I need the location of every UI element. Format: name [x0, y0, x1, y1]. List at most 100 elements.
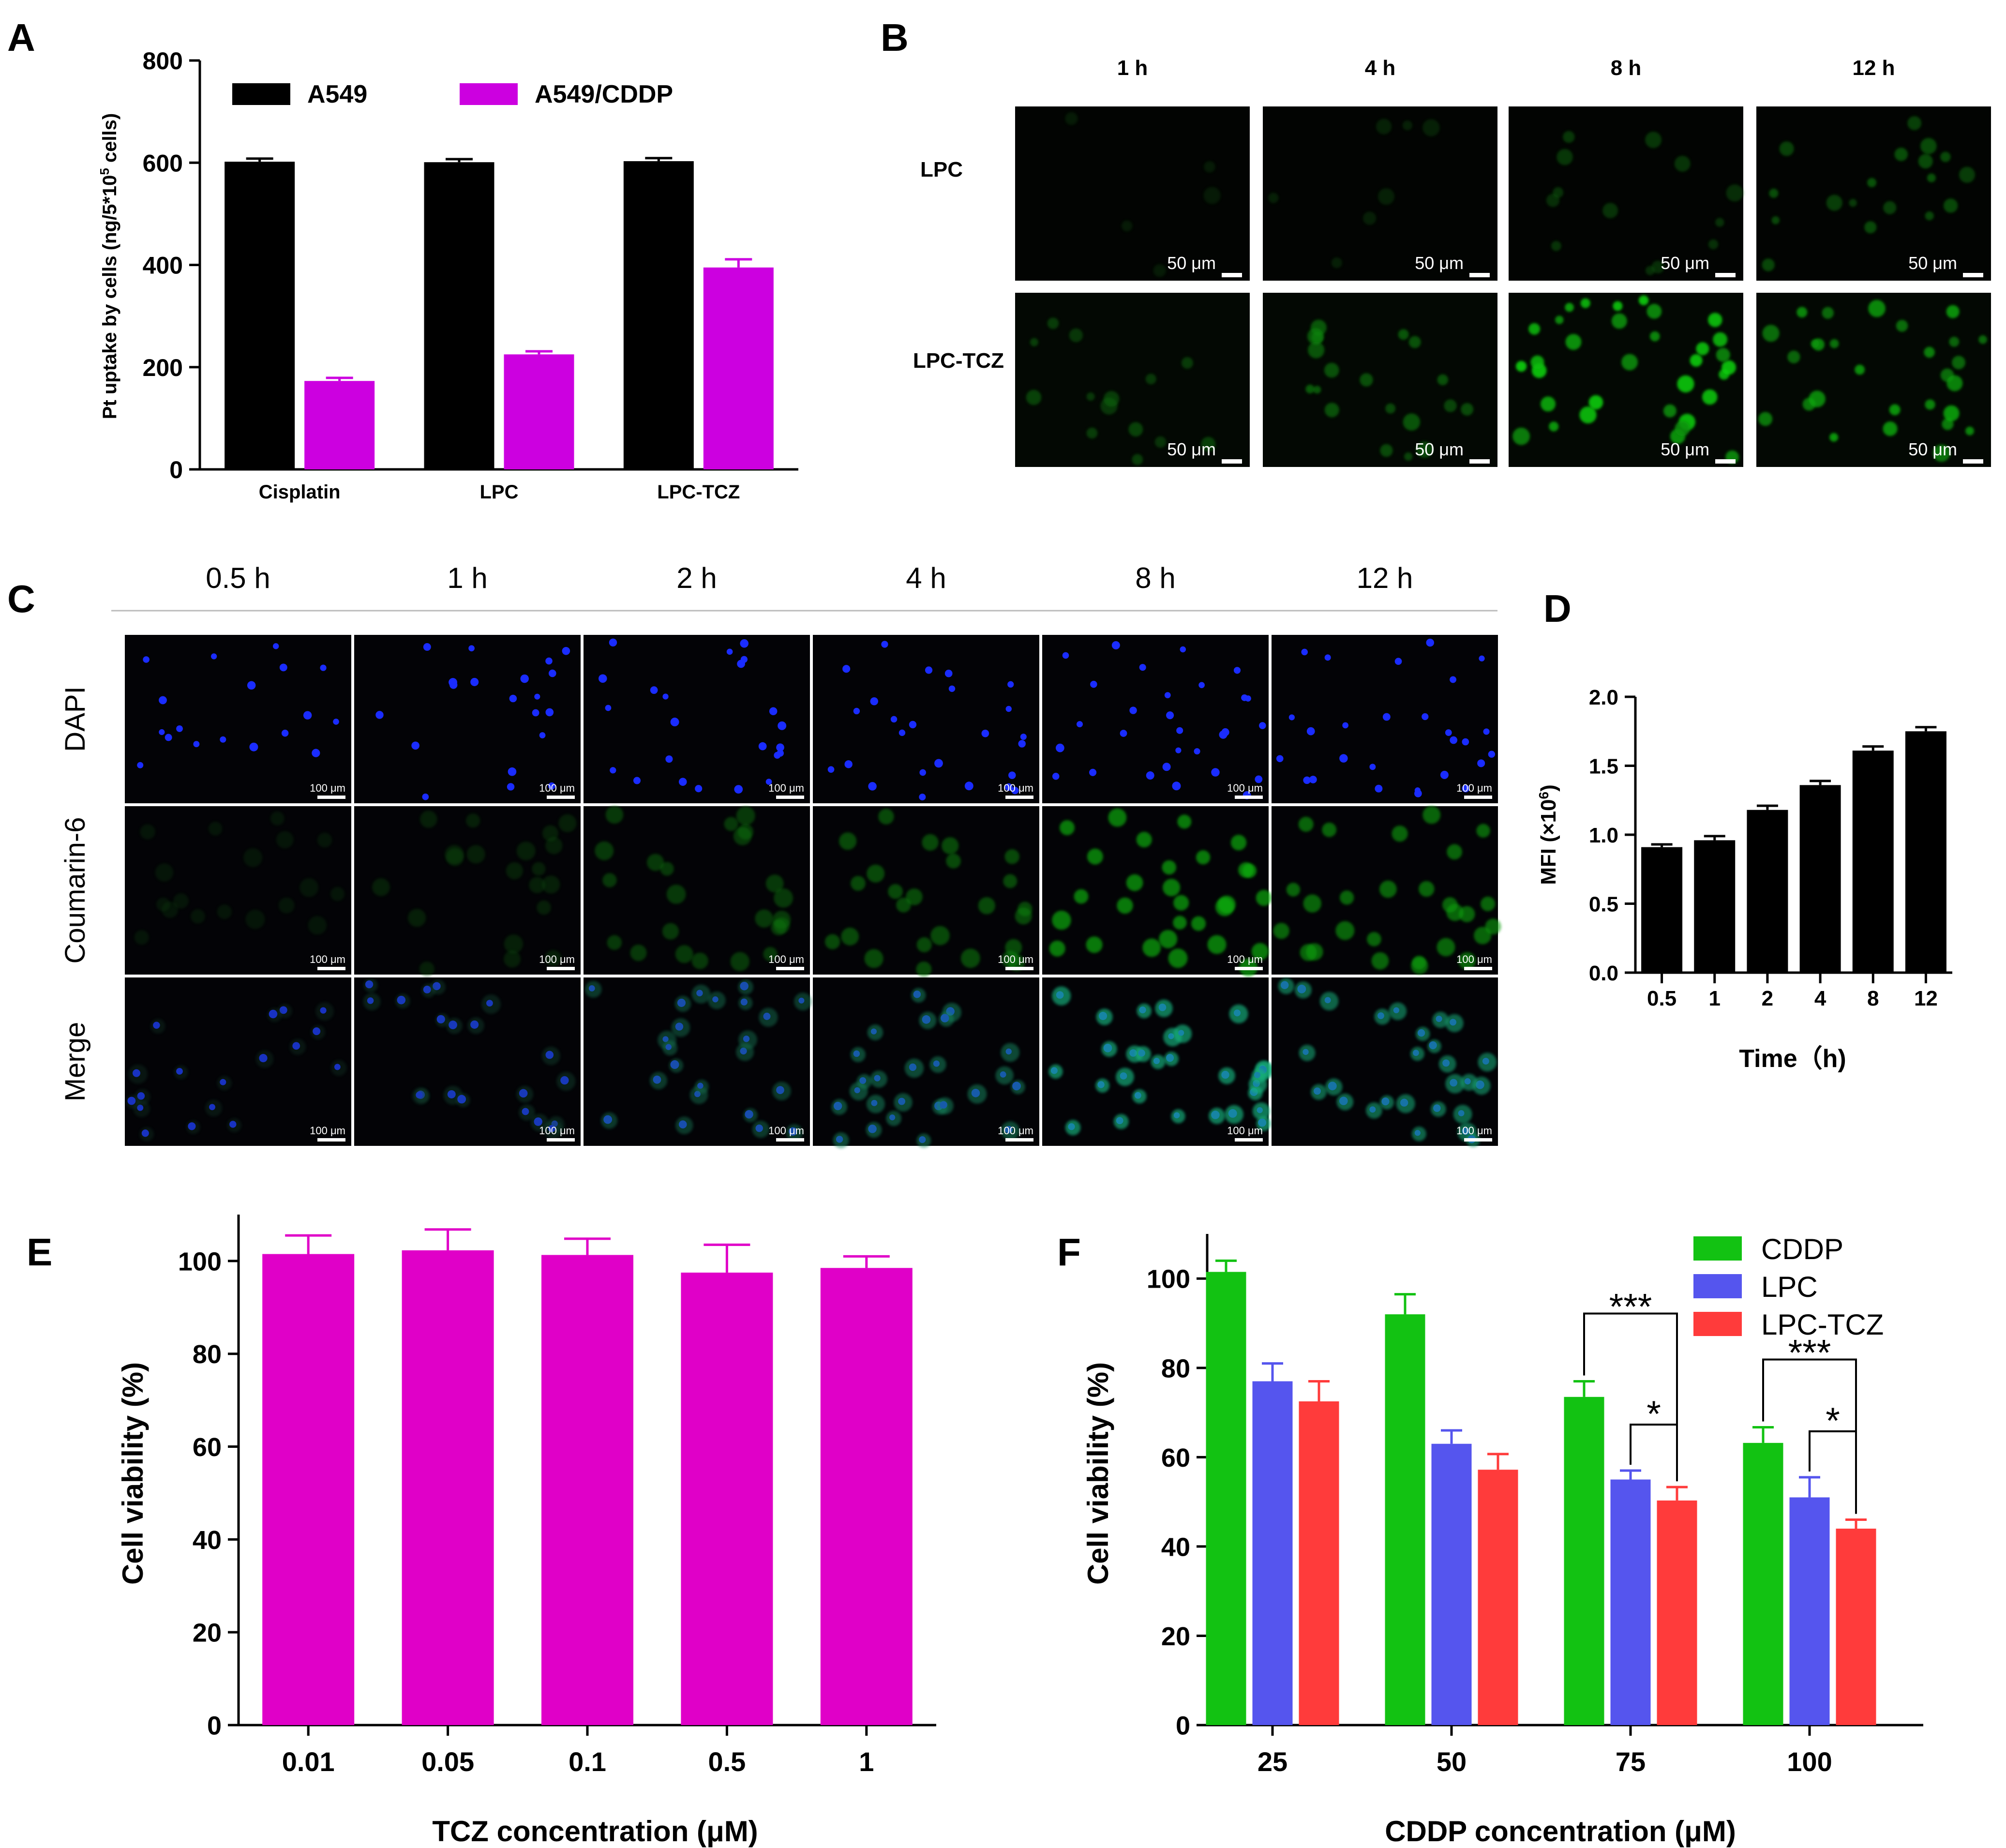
micrograph-c-nucleus [1211, 768, 1220, 777]
micrograph-b-time-label: 1 h [1117, 56, 1148, 80]
micrograph-b-cell [1565, 334, 1582, 350]
micrograph-c-cell [255, 1050, 274, 1068]
micrograph-c-cell [1074, 889, 1089, 904]
micrograph-c-cell [1049, 940, 1065, 957]
micrograph-c-cell [662, 1040, 678, 1056]
micrograph-c-cell [1159, 930, 1178, 948]
micrograph-b-cell [1086, 427, 1098, 439]
chart-a-y-label-end: cells) [99, 113, 120, 168]
micrograph-c-cell [1218, 895, 1236, 914]
micrograph-c-cell [1485, 918, 1501, 935]
micrograph-c-nucleus [774, 751, 781, 759]
micrograph-c-cell [243, 848, 263, 867]
micrograph-c-cell [1422, 806, 1441, 824]
micrograph-c-scale-bar [547, 796, 575, 799]
micrograph-c-cell [1325, 1078, 1343, 1096]
micrograph-c-nucleus [1375, 784, 1383, 793]
micrograph-b-cell [1896, 319, 1908, 332]
micrograph-b-cell [1647, 303, 1662, 319]
micrograph-c-image [1042, 635, 1269, 803]
micrograph-c-cell [833, 1132, 849, 1148]
micrograph-b-cell [1404, 452, 1413, 461]
micrograph-c-nucleus [1162, 763, 1171, 771]
micrograph-c-cell [1126, 874, 1143, 891]
chart-f-y-tick-label: 40 [1161, 1532, 1190, 1562]
micrograph-c-nucleus [925, 666, 933, 674]
micrograph-b-cell [1555, 316, 1564, 324]
micrograph-b-cell [1613, 301, 1623, 311]
micrograph-c-cell [317, 832, 332, 848]
chart-e-bar-tcz [541, 1255, 633, 1725]
micrograph-b-row-label: LPC [920, 158, 963, 181]
micrograph-c-nucleus [778, 721, 787, 730]
chart-d-y-label: MFI (×106) [1536, 784, 1561, 885]
micrograph-b-cell [1946, 375, 1963, 391]
micrograph-c-cell [1458, 952, 1476, 970]
chart-f-significance-label: *** [1609, 1287, 1652, 1328]
micrograph-b-cell [1324, 362, 1339, 378]
micrograph-b-image [1756, 106, 1991, 281]
micrograph-c-cell [267, 1007, 282, 1022]
chart-f-x-tick-label: 100 [1787, 1746, 1832, 1777]
micrograph-c-scale-bar [317, 967, 345, 970]
micrograph-c-time-label: 8 h [1135, 562, 1175, 594]
micrograph-c-cell [738, 996, 753, 1010]
micrograph-c-cell [545, 837, 563, 855]
micrograph-b-scale-bar [1715, 273, 1736, 277]
micrograph-c-nucleus [981, 729, 989, 737]
micrograph-c-cell [730, 952, 749, 971]
micrograph-c-cell [186, 1120, 200, 1134]
micrograph-b-cell [1461, 403, 1474, 416]
micrograph-c-nucleus [1180, 646, 1186, 653]
micrograph-c-row-label: DAPI [60, 686, 91, 751]
micrograph-b-cell [1065, 112, 1078, 125]
micrograph-b-cell [1907, 116, 1922, 130]
micrograph-b-cell [1645, 132, 1662, 149]
chart-f-bar-lpc [1252, 1381, 1293, 1725]
micrograph-b-cell [1086, 392, 1095, 401]
micrograph-b-cell [1894, 148, 1908, 161]
micrograph-c-cell [669, 1058, 684, 1073]
micrograph-b-cell [1645, 266, 1655, 275]
micrograph-b-cell [1855, 364, 1865, 375]
micrograph-c-scale-label: 100 μm [768, 782, 804, 794]
micrograph-c-cell [1286, 883, 1301, 897]
micrograph-c-nucleus [1394, 658, 1402, 665]
micrograph-c-cell [1480, 896, 1496, 912]
micrograph-c-nucleus [827, 766, 835, 773]
micrograph-b-cell [1530, 355, 1544, 369]
micrograph-b-cell [1946, 305, 1960, 318]
micrograph-c-nucleus [898, 729, 906, 736]
micrograph-b-scale-label: 50 μm [1167, 253, 1216, 273]
chart-e-y-tick-label: 40 [193, 1526, 222, 1555]
micrograph-b-cell [1380, 444, 1393, 457]
micrograph-c-cell [850, 1047, 866, 1063]
micrograph-b-cell [1422, 119, 1440, 136]
micrograph-b-cell [1403, 413, 1421, 431]
micrograph-c-cell [1116, 1067, 1134, 1086]
micrograph-c-nucleus [740, 639, 749, 648]
micrograph-c-nucleus [333, 719, 339, 725]
micrograph-b-cell [1867, 178, 1877, 187]
micrograph-c-cell [724, 817, 738, 831]
micrograph-c-nucleus [281, 729, 289, 737]
micrograph-b-scale-bar [1469, 273, 1490, 277]
micrograph-c-cell [1207, 935, 1227, 954]
micrograph-c-cell [544, 1120, 563, 1139]
micrograph-c-cell [585, 981, 602, 998]
micrograph-c-nucleus [1005, 783, 1013, 791]
micrograph-b-cell [1153, 264, 1167, 277]
micrograph-c-cell [1251, 943, 1269, 961]
micrograph-c-nucleus [665, 755, 673, 763]
micrograph-c-cell [191, 909, 205, 924]
chart-f-x-tick-label: 50 [1437, 1746, 1467, 1777]
chart-f-bar-cddp [1385, 1314, 1425, 1725]
micrograph-c-scale-label: 100 μm [768, 1125, 804, 1137]
chart-e-x-tick-label: 0.01 [282, 1746, 335, 1777]
chart-a-y-tick-label: 400 [143, 252, 183, 279]
chart-a-legend-label: A549/CDDP [535, 80, 673, 108]
micrograph-c-nucleus [539, 732, 546, 738]
micrograph-c-cell [1371, 952, 1389, 970]
micrograph-c-scale-label: 100 μm [1456, 1125, 1492, 1137]
chart-a-y-tick-label: 800 [143, 47, 183, 75]
